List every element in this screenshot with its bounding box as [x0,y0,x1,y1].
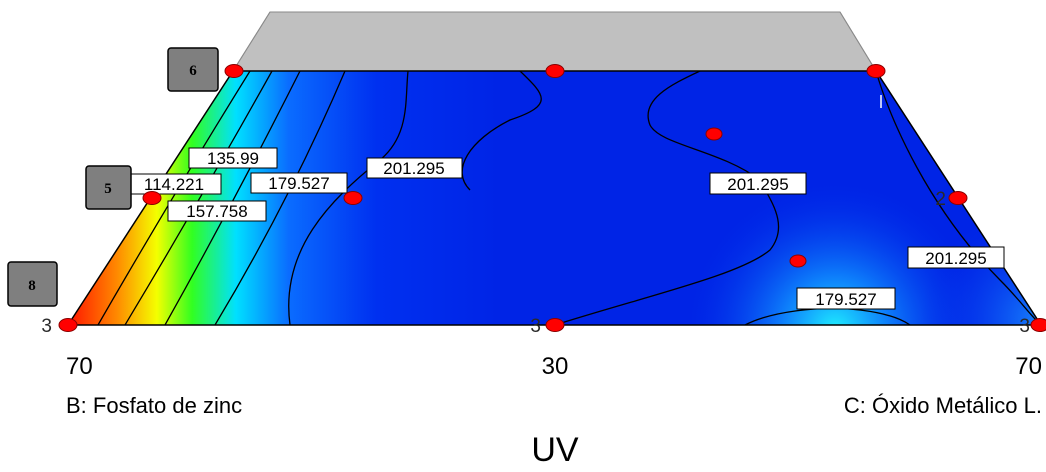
contour-label-201-295: 201.295 [366,157,463,179]
response-surface [68,71,1041,325]
contour-line [164,71,301,325]
svg-text:6: 6 [189,63,197,79]
gray-region-right-edge [839,11,877,72]
contour-line [214,71,346,325]
design-point [142,191,162,205]
replicate-count: 3 [41,316,52,337]
contour-label-114-221: 114.221 [126,173,222,195]
svg-text:179.527: 179.527 [815,290,876,309]
design-point [545,64,565,78]
contour-line [97,71,251,325]
gray-region-left-edge [232,11,271,72]
replicate-count: 3 [1019,316,1030,337]
svg-text:157.758: 157.758 [186,202,247,221]
svg-text:8: 8 [28,278,36,294]
point-tag-5: 5 [85,165,132,210]
design-point [224,64,244,78]
design-point [705,127,723,141]
infeasible-region [232,11,877,72]
replicate-count: 3 [530,316,541,337]
contour-line [875,71,1041,325]
contour-label-201-295: 201.295 [709,172,807,195]
axis-label-b: B: Fosfato de zinc [66,393,242,418]
svg-text:201.295: 201.295 [383,159,444,178]
point-tag-8: 8 [7,261,58,307]
contour-label-179-527: 179.527 [796,287,896,310]
tick-label-left: 70 [66,353,93,380]
tick-label-middle: 30 [542,353,569,380]
contour-label-157-758: 157.758 [167,200,267,222]
svg-text:135.99: 135.99 [207,149,259,168]
svg-text:201.295: 201.295 [925,249,986,268]
design-point [866,64,886,78]
design-points [58,64,1046,332]
tick-label-right: 70 [1015,353,1042,380]
design-point [545,318,565,332]
svg-text:114.221: 114.221 [144,175,204,194]
design-point [58,318,78,332]
design-point [789,254,807,268]
contour-line [124,71,273,325]
svg-text:5: 5 [104,181,112,197]
chart-title: UV [531,431,579,469]
svg-text:201.295: 201.295 [727,175,788,194]
contour-label-201-295: 201.295 [907,246,1005,269]
point-tag-6: 6 [167,47,219,92]
contour-label-179-527: 179.527 [250,172,348,194]
design-point [343,191,363,205]
svg-text:179.527: 179.527 [268,174,329,193]
design-point [1030,318,1046,332]
design-point [948,191,968,205]
axis-label-c: C: Óxido Metálico L. [844,393,1042,418]
contour-label-135-99: 135.99 [188,147,278,169]
replicate-count: 2 [935,189,946,210]
